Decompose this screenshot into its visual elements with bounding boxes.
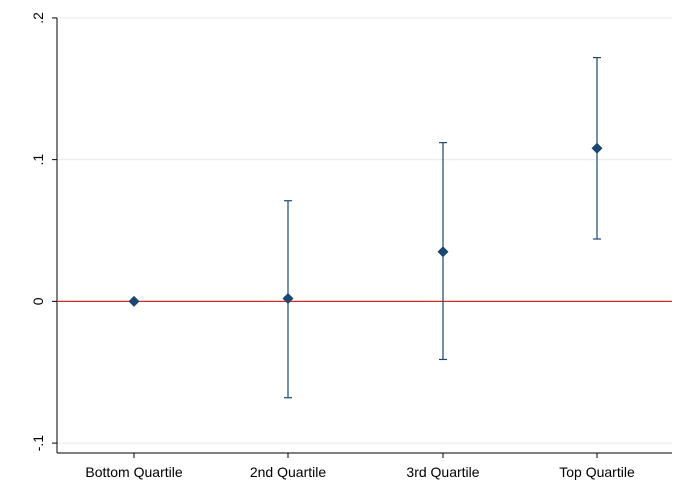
y-tick-label: 0 xyxy=(30,297,46,305)
y-tick-label: .2 xyxy=(30,12,46,24)
point-estimate-marker xyxy=(591,142,603,154)
gridlines xyxy=(57,17,672,444)
axes xyxy=(52,17,672,458)
y-tick-label: -.1 xyxy=(30,435,46,452)
point-estimate-marker xyxy=(282,293,294,305)
x-tick-label: Top Quartile xyxy=(559,464,635,480)
point-estimate-marker xyxy=(128,295,140,307)
x-tick-label: Bottom Quartile xyxy=(85,464,182,480)
point-estimates xyxy=(128,142,603,307)
tick-labels: -.1 0 .1 .2 Bottom Quartile 2nd Quartile 3rd Q… xyxy=(30,12,635,480)
x-tick-label: 3rd Quartile xyxy=(406,464,479,480)
x-tick-label: 2nd Quartile xyxy=(250,464,326,480)
confidence-intervals xyxy=(284,57,601,399)
point-estimate-marker xyxy=(437,246,449,258)
y-tick-label: .1 xyxy=(30,154,46,166)
